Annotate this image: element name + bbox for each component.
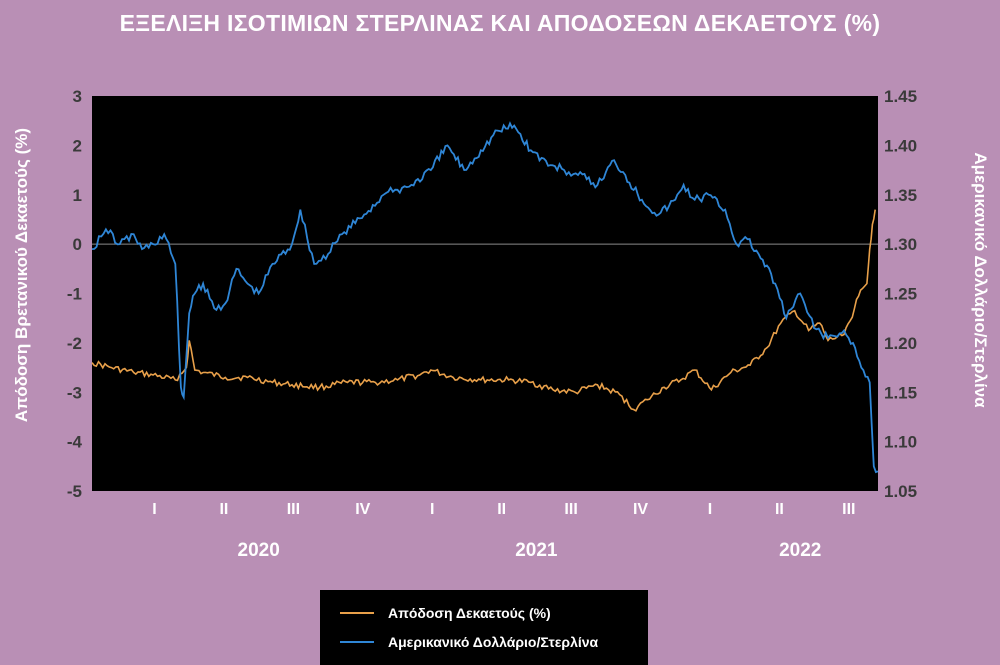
right-tick-label: 1.05 [884, 482, 917, 501]
left-tick-label: 3 [73, 87, 82, 106]
legend-label-fx: Αμερικανικό Δολλάριο/Στερλίνα [388, 634, 599, 650]
right-tick-label: 1.10 [884, 433, 917, 452]
right-tick-label: 1.20 [884, 334, 917, 353]
legend-swatch-yield [340, 612, 374, 614]
year-label: 2020 [238, 540, 280, 561]
right-axis-ticks: 1.45 1.40 1.35 1.30 1.25 1.20 1.15 1.10 1.05 [884, 87, 917, 501]
quarter-labels: I II III IV I II III IV I II III [152, 501, 855, 518]
legend-item-yield: Απόδοση Δεκαετούς (%) [340, 603, 551, 623]
quarter-label: I [152, 501, 156, 518]
legend-label-yield: Απόδοση Δεκαετούς (%) [388, 605, 551, 621]
yield-series-line [91, 209, 876, 412]
left-tick-label: -1 [67, 285, 82, 304]
legend: Απόδοση Δεκαετούς (%) Αμερικανικό Δολλάρ… [320, 590, 648, 665]
right-tick-label: 1.25 [884, 285, 917, 304]
right-axis-label: Αμερικανικό Δολλάριο/Στερλίνα [971, 152, 990, 408]
left-axis-label: Απόδοση Βρετανικού Δεκαετούς (%) [12, 128, 31, 422]
left-axis-ticks: 3 2 1 0 -1 -2 -3 -4 -5 [67, 87, 83, 501]
right-tick-label: 1.15 [884, 383, 917, 402]
quarter-label: IV [633, 501, 648, 518]
quarter-label: I [430, 501, 434, 518]
year-label: 2022 [779, 540, 821, 561]
quarter-label: III [564, 501, 577, 518]
quarter-label: IV [355, 501, 370, 518]
left-tick-label: -2 [67, 334, 82, 353]
year-labels: 2020 2021 2022 [238, 540, 822, 561]
left-tick-label: -4 [67, 433, 83, 452]
right-tick-label: 1.40 [884, 136, 917, 155]
quarter-label: II [497, 501, 506, 518]
chart-title: ΕΞΕΛΙΞΗ ΙΣΟΤΙΜΙΩΝ ΣΤΕΡΛΙΝΑΣ ΚΑΙ ΑΠΟΔΟΣΕΩ… [119, 10, 881, 36]
year-label: 2021 [515, 540, 558, 561]
fx-series-line [91, 121, 879, 474]
quarter-label: II [775, 501, 784, 518]
quarter-label: II [219, 501, 228, 518]
right-tick-label: 1.30 [884, 235, 917, 254]
legend-item-fx: Αμερικανικό Δολλάριο/Στερλίνα [340, 632, 598, 652]
left-tick-label: -3 [67, 383, 82, 402]
plot-area [92, 96, 878, 491]
left-tick-label: -5 [67, 482, 82, 501]
left-tick-label: 1 [73, 186, 82, 205]
quarter-label: I [708, 501, 712, 518]
legend-swatch-fx [340, 641, 374, 643]
right-tick-label: 1.45 [884, 87, 917, 106]
quarter-label: III [287, 501, 300, 518]
left-tick-label: 2 [73, 136, 82, 155]
quarter-label: III [842, 501, 855, 518]
left-tick-label: 0 [73, 235, 82, 254]
right-tick-label: 1.35 [884, 186, 917, 205]
